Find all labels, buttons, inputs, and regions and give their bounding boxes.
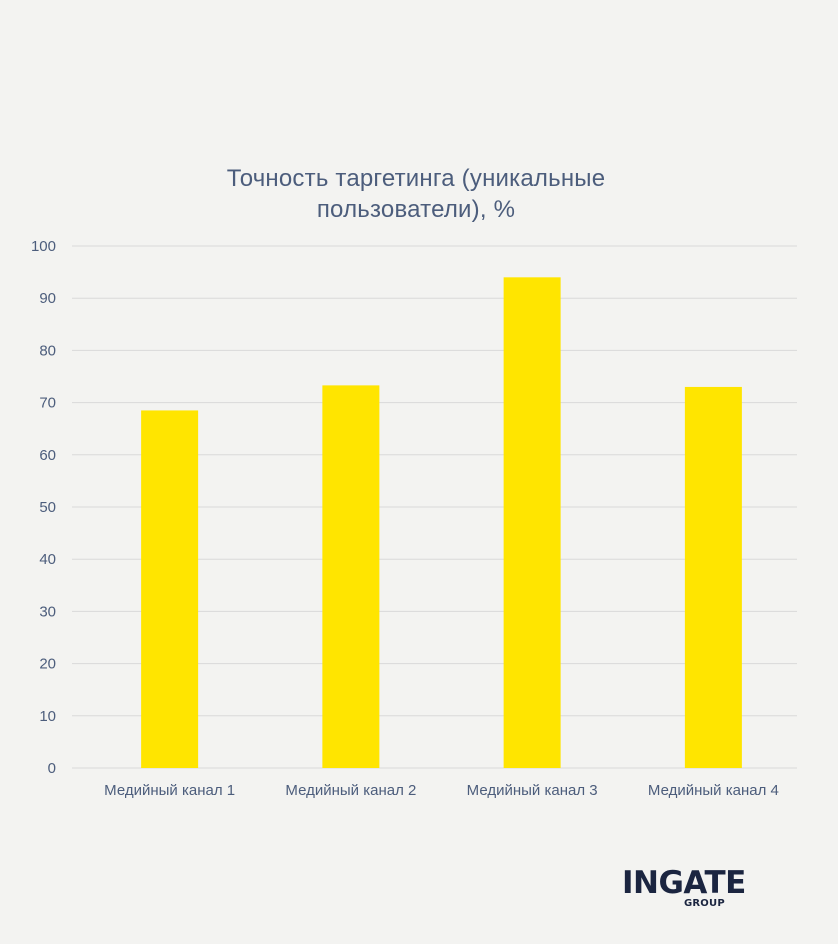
y-tick-label: 90	[39, 290, 56, 307]
logo-sub-text: GROUP	[684, 898, 725, 909]
x-tick-label: Медийный канал 3	[467, 782, 598, 799]
x-tick-label: Медийный канал 4	[648, 782, 779, 799]
y-tick-label: 80	[39, 342, 56, 359]
y-tick-label: 0	[48, 760, 56, 777]
x-tick-label: Медийный канал 1	[104, 782, 235, 799]
y-tick-label: 10	[39, 708, 56, 725]
y-tick-label: 50	[39, 499, 56, 516]
y-tick-label: 40	[39, 551, 56, 568]
chart-title: Точность таргетинга (уникальные пользова…	[150, 163, 682, 225]
chart-title-line-1: Точность таргетинга (уникальные	[226, 165, 606, 192]
bar-3	[503, 277, 561, 768]
logo-main-text: INGATE	[622, 865, 746, 901]
y-tick-label: 100	[31, 238, 56, 255]
y-tick-label: 30	[39, 603, 56, 620]
y-tick-label: 60	[39, 447, 56, 464]
ingate-logo: INGATE GROUP	[622, 864, 762, 914]
bar-1	[141, 410, 199, 768]
y-tick-label: 20	[39, 656, 56, 673]
chart-title-line-2: пользователи), %	[316, 196, 516, 223]
x-tick-label: Медийный канал 2	[285, 782, 416, 799]
bar-4	[684, 386, 742, 768]
bar-2	[322, 385, 380, 768]
y-tick-label: 70	[39, 395, 56, 412]
